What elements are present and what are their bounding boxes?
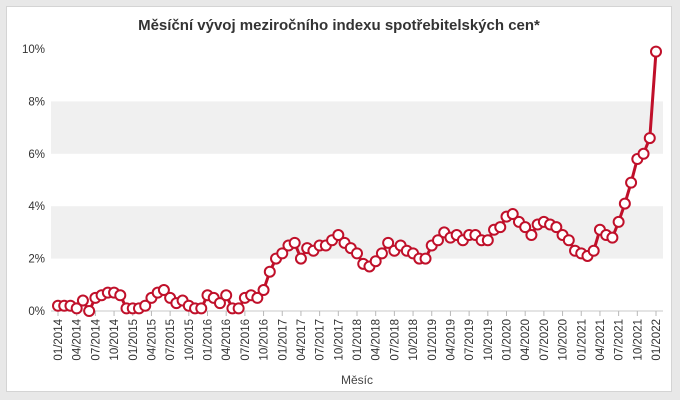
y-tick-label: 10% [22, 44, 45, 56]
data-point[interactable] [232, 302, 245, 315]
x-tick-label: 07/2020 [539, 319, 551, 361]
data-point[interactable] [382, 236, 395, 249]
data-point[interactable] [213, 297, 226, 310]
data-point[interactable] [612, 215, 625, 228]
data-point[interactable] [114, 289, 127, 302]
x-tick-label: 07/2018 [389, 319, 401, 361]
data-point[interactable] [195, 302, 208, 315]
x-tick-label: 07/2014 [90, 318, 102, 360]
data-point[interactable] [70, 302, 83, 315]
data-point[interactable] [519, 221, 532, 234]
x-tick-label: 07/2021 [614, 319, 626, 361]
x-tick-label: 01/2021 [576, 319, 588, 361]
x-tick-label: 10/2014 [109, 318, 121, 360]
x-tick-label: 04/2020 [520, 319, 532, 361]
x-tick-label: 10/2019 [483, 319, 495, 361]
x-tick-label: 01/2015 [128, 319, 140, 361]
x-tick-label: 04/2016 [221, 319, 233, 361]
data-point[interactable] [369, 255, 382, 268]
data-point[interactable] [550, 221, 563, 234]
data-point[interactable] [431, 234, 444, 247]
data-point[interactable] [525, 229, 538, 242]
line-chart: 0% 2% 4% 6% 8% 10% 01/2014 04/2014 07/2014 10/20… [22, 44, 663, 387]
x-tick-label: 01/2018 [352, 319, 364, 361]
x-tick-label: 07/2015 [165, 319, 177, 361]
data-point[interactable] [650, 45, 662, 58]
data-point[interactable] [606, 231, 619, 244]
data-point[interactable] [419, 252, 432, 265]
y-tick-label: 2% [28, 254, 45, 266]
x-tick-label: 07/2017 [315, 319, 327, 361]
x-tick-label: 10/2020 [558, 319, 570, 361]
x-tick-label: 01/2014 [53, 318, 65, 360]
data-point[interactable] [375, 247, 388, 260]
x-tick-label: 04/2014 [72, 318, 84, 360]
x-tick-label: 04/2018 [371, 319, 383, 361]
x-tick-label: 10/2016 [259, 319, 271, 361]
x-tick-label: 01/2016 [203, 319, 215, 361]
data-point[interactable] [351, 247, 363, 260]
x-tick-label: 01/2019 [427, 319, 439, 361]
y-tick-label: 4% [28, 201, 45, 213]
x-tick-label: 10/2021 [632, 319, 644, 361]
data-point[interactable] [83, 305, 96, 317]
data-point[interactable] [643, 132, 656, 145]
data-point[interactable] [637, 147, 650, 160]
data-point[interactable] [139, 299, 152, 312]
chart-title: Měsíční vývoj meziročního indexu spotřeb… [138, 17, 540, 34]
data-point[interactable] [157, 284, 170, 297]
data-point[interactable] [618, 197, 631, 210]
x-tick-label: 04/2019 [445, 319, 457, 361]
chart-card: Měsíční vývoj meziročního indexu spotřeb… [6, 6, 672, 392]
x-tick-label: 01/2020 [502, 319, 514, 361]
y-tick-label: 6% [28, 149, 45, 161]
data-point[interactable] [587, 244, 600, 257]
data-point[interactable] [257, 284, 270, 297]
series-line [58, 51, 658, 313]
data-point[interactable] [494, 221, 507, 234]
data-point[interactable] [562, 234, 575, 247]
x-tick-label: 01/2017 [277, 319, 289, 361]
y-tick-label: 8% [28, 96, 45, 108]
x-tick-label: 04/2015 [146, 319, 158, 361]
x-tick-label: 01/2022 [651, 319, 663, 361]
x-tick-label: 04/2021 [595, 319, 607, 361]
x-axis-title: Měsíc [341, 373, 373, 387]
data-point[interactable] [506, 208, 519, 221]
x-tick-label: 10/2017 [333, 319, 345, 361]
data-point[interactable] [76, 294, 89, 307]
x-tick-label: 10/2018 [408, 319, 420, 361]
data-point[interactable] [263, 265, 276, 278]
data-point[interactable] [332, 229, 345, 242]
data-point[interactable] [276, 247, 289, 260]
data-point[interactable] [220, 289, 233, 302]
data-point[interactable] [251, 291, 264, 304]
x-tick-label: 04/2017 [296, 319, 308, 361]
data-point[interactable] [481, 234, 494, 247]
x-tick-label: 10/2015 [184, 319, 196, 361]
data-point[interactable] [294, 252, 307, 265]
y-tick-label: 0% [28, 306, 45, 318]
x-tick-label: 07/2016 [240, 319, 252, 361]
data-point[interactable] [288, 236, 301, 249]
data-point[interactable] [625, 176, 638, 189]
grid-band [51, 101, 663, 154]
x-tick-label: 07/2019 [464, 319, 476, 361]
